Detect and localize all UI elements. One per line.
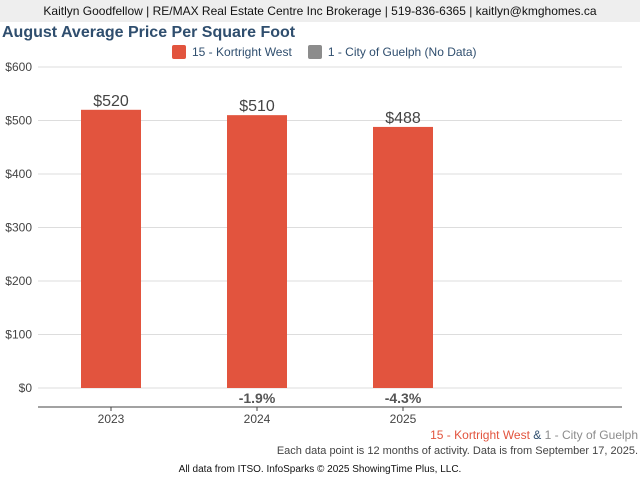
legend-label-city-of-guelph: 1 - City of Guelph (No Data) [327, 45, 477, 59]
x-tick-label: 2023 [98, 412, 125, 426]
chart-legend: 15 - Kortright West 1 - City of Guelph (… [172, 45, 493, 59]
footer-legend-join: & [529, 428, 545, 442]
footer-legend-primary: 15 - Kortright West [430, 428, 530, 442]
legend-item-city-of-guelph[interactable]: 1 - City of Guelph (No Data) [307, 45, 477, 59]
y-tick-label: $500 [5, 114, 32, 128]
bar-chart: $0 $100 $200 $300 $400 $500 $600 $520 2023 $510 -1… [5, 60, 622, 426]
y-tick-label: $100 [5, 328, 32, 342]
chart-title: August Average Price Per Square Foot [2, 24, 296, 41]
legend-label-kortright-west: 15 - Kortright West [192, 45, 292, 59]
change-label: -1.9% [239, 390, 276, 406]
change-label: -4.3% [385, 390, 422, 406]
data-credit: All data from ITSO. InfoSparks © 2025 Sh… [178, 464, 462, 475]
data-note: Each data point is 12 months of activity… [276, 445, 638, 457]
legend-swatch-kortright-west [172, 45, 186, 59]
legend-item-kortright-west[interactable]: 15 - Kortright West [172, 45, 292, 59]
y-tick-label: $400 [5, 167, 32, 181]
bar-2024[interactable] [227, 115, 287, 389]
bar-value-label: $520 [93, 93, 129, 110]
y-tick-label: $600 [5, 60, 32, 74]
bar-2025[interactable] [373, 126, 433, 389]
x-tick-label: 2025 [390, 412, 417, 426]
footer-legend: 15 - Kortright West & 1 - City of Guelph [430, 428, 638, 442]
contact-header-text: Kaitlyn Goodfellow | RE/MAX Real Estate … [43, 4, 597, 18]
y-tick-label: $0 [19, 381, 33, 395]
y-tick-label: $300 [5, 221, 32, 235]
contact-header-bar: Kaitlyn Goodfellow | RE/MAX Real Estate … [0, 0, 640, 22]
footer-legend-secondary: 1 - City of Guelph [544, 428, 638, 442]
bar-2023[interactable] [81, 109, 141, 389]
bar-value-label: $510 [239, 98, 275, 115]
legend-swatch-city-of-guelph [307, 45, 322, 59]
bar-value-label: $488 [385, 110, 421, 127]
x-tick-label: 2024 [244, 412, 271, 426]
y-tick-label: $200 [5, 274, 32, 288]
